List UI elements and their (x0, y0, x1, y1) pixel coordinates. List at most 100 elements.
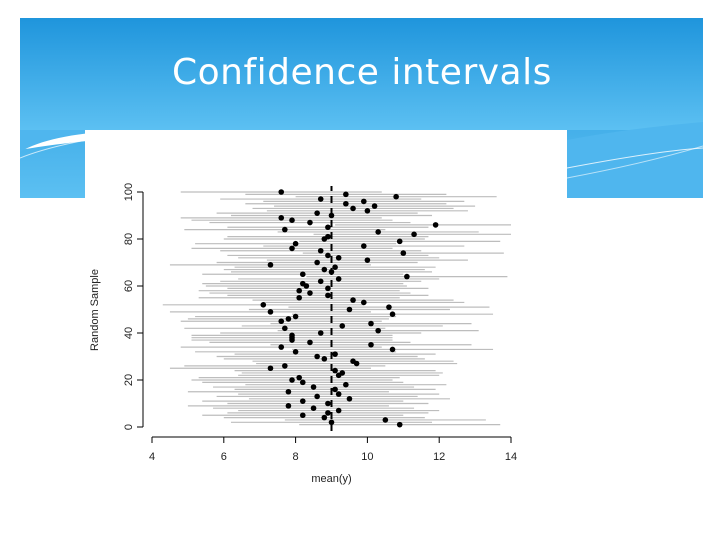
mean-point (282, 363, 288, 369)
mean-point (325, 233, 331, 240)
mean-point (314, 210, 320, 216)
mean-point (314, 259, 320, 266)
mean-point (346, 396, 353, 402)
mean-point (335, 407, 342, 414)
mean-point (292, 240, 299, 247)
mean-point (325, 252, 331, 259)
mean-point (325, 292, 331, 299)
mean-point (285, 388, 292, 395)
mean-point (292, 349, 299, 355)
mean-point (335, 276, 342, 282)
mean-point (310, 405, 317, 412)
y-ticks: 0 20 40 60 80 100 (123, 183, 143, 430)
mean-point (317, 330, 324, 336)
mean-point (364, 208, 371, 214)
mean-point (278, 189, 285, 195)
mean-points (260, 189, 439, 428)
x-tick-label: 12 (433, 451, 445, 463)
mean-point (328, 269, 335, 275)
mean-point (289, 377, 295, 383)
y-tick-label: 20 (123, 374, 135, 386)
mean-point (332, 351, 338, 357)
mean-point (332, 386, 338, 393)
mean-point (282, 226, 288, 233)
mean-point (339, 370, 346, 376)
mean-point (289, 332, 295, 339)
mean-point (343, 191, 349, 198)
mean-point (321, 356, 328, 362)
mean-point (411, 231, 417, 238)
y-tick-label: 0 (123, 424, 135, 430)
mean-point (396, 238, 403, 245)
mean-point (299, 398, 306, 404)
y-tick-label: 100 (123, 183, 135, 201)
mean-point (321, 414, 328, 421)
mean-point (335, 255, 342, 261)
mean-point (307, 339, 313, 346)
slide-title: Confidence intervals (172, 52, 552, 93)
mean-point (325, 410, 331, 416)
x-ticks: 4 6 8 10 12 14 (149, 437, 517, 463)
mean-point (368, 320, 374, 327)
mean-point (339, 323, 346, 329)
mean-point (282, 325, 288, 332)
mean-point (361, 299, 367, 306)
mean-point (317, 278, 324, 285)
chart-panel: 4 6 8 10 12 14 0 20 40 60 80 100 mean(y) Random Sa… (85, 130, 567, 490)
mean-point (278, 318, 285, 325)
mean-point (368, 341, 374, 348)
mean-point (389, 346, 396, 353)
mean-point (389, 311, 396, 317)
mean-point (321, 266, 328, 273)
mean-point (310, 384, 317, 390)
mean-point (328, 419, 335, 426)
mean-point (328, 212, 335, 219)
mean-point (393, 193, 399, 200)
mean-point (285, 316, 292, 322)
mean-point (299, 271, 306, 278)
mean-point (335, 391, 342, 397)
y-axis-label: Random Sample (89, 269, 101, 351)
mean-point (299, 412, 306, 419)
mean-point (396, 421, 403, 428)
mean-point (361, 198, 367, 205)
x-tick-label: 14 (505, 451, 517, 463)
mean-point (325, 285, 331, 292)
mean-point (350, 205, 356, 212)
y-tick-label: 80 (123, 233, 135, 245)
mean-point (382, 417, 389, 423)
mean-point (285, 403, 292, 409)
mean-point (267, 262, 274, 268)
x-tick-label: 6 (221, 451, 227, 463)
mean-point (364, 257, 371, 263)
y-tick-label: 40 (123, 327, 135, 339)
mean-point (314, 393, 320, 400)
mean-point (289, 245, 295, 252)
confidence-interval-chart: 4 6 8 10 12 14 0 20 40 60 80 100 mean(y) Random Sa… (89, 183, 517, 485)
mean-point (267, 365, 274, 372)
mean-point (317, 247, 324, 254)
mean-point (278, 344, 285, 350)
mean-point (350, 297, 356, 303)
mean-point (371, 203, 378, 209)
mean-point (346, 306, 353, 313)
mean-point (296, 287, 302, 294)
mean-point (307, 290, 313, 296)
mean-point (375, 327, 381, 334)
mean-point (289, 217, 295, 223)
mean-point (432, 222, 439, 228)
mean-point (404, 273, 410, 280)
mean-point (332, 367, 338, 374)
mean-point (350, 358, 356, 364)
mean-point (296, 374, 302, 381)
x-tick-label: 8 (293, 451, 299, 463)
mean-point (361, 243, 367, 249)
mean-point (296, 294, 302, 301)
mean-point (325, 400, 331, 407)
y-tick-label: 60 (123, 280, 135, 292)
mean-point (260, 302, 267, 308)
mean-point (386, 304, 392, 310)
x-tick-label: 4 (149, 451, 155, 463)
mean-point (400, 250, 407, 256)
